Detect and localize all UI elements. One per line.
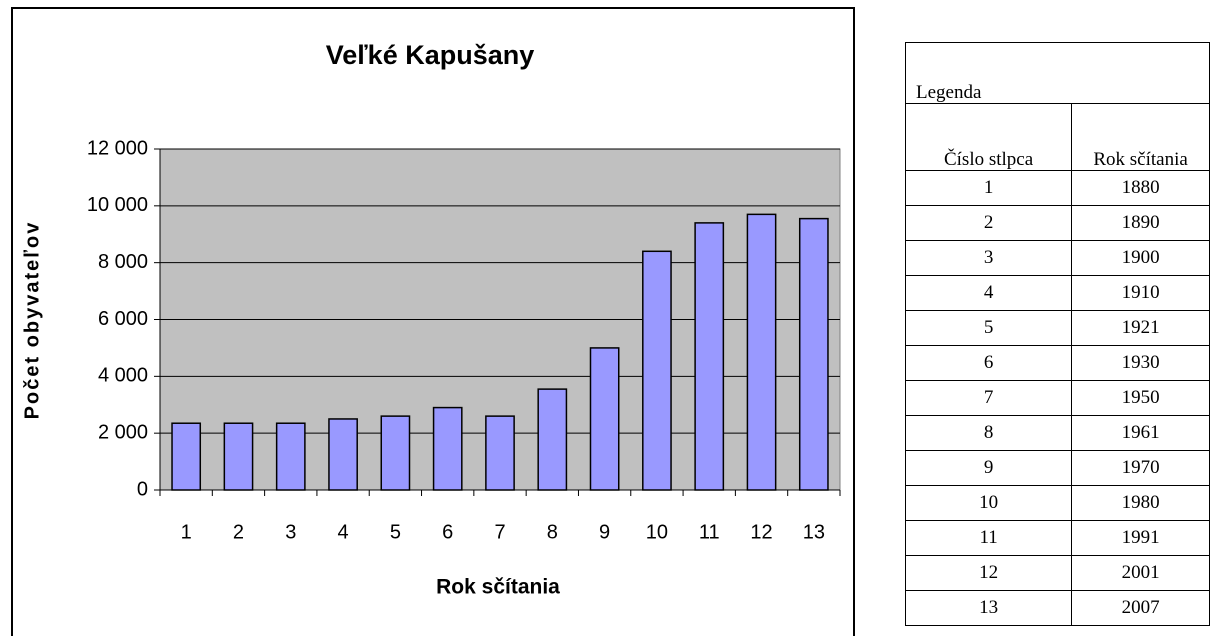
table-cell: 1991 <box>1071 520 1210 556</box>
table-cell: 7 <box>904 380 1073 416</box>
x-tick-label: 13 <box>803 521 825 543</box>
table-cell: 5 <box>904 310 1073 346</box>
bar <box>328 418 358 491</box>
table-cell: 10 <box>904 485 1073 521</box>
table-cell: 1961 <box>1071 415 1210 451</box>
table-cell: 2001 <box>1071 555 1210 591</box>
bar <box>694 222 725 491</box>
x-tick-label: 10 <box>646 521 668 543</box>
bar <box>798 217 829 491</box>
x-tick-label: 8 <box>547 521 558 543</box>
x-tick-label: 6 <box>442 521 453 543</box>
table-cell: 6 <box>904 345 1073 381</box>
table-cell: 1930 <box>1071 345 1210 381</box>
bar <box>537 388 568 491</box>
y-axis-label: Počet obyvateľov <box>21 221 43 420</box>
table-cell: 1880 <box>1071 170 1210 206</box>
bar <box>746 213 777 491</box>
x-tick-label: 11 <box>699 521 720 543</box>
table-row: 3 1900 <box>904 240 1210 276</box>
y-tick-label: 10 000 <box>87 194 148 216</box>
table-cell: Legenda <box>905 42 1210 104</box>
bar <box>642 250 672 491</box>
table-row: 7 1950 <box>904 380 1210 416</box>
table-cell: 1950 <box>1071 380 1210 416</box>
table-cell: 1921 <box>1071 310 1210 346</box>
y-tick-label: 8 000 <box>98 251 148 273</box>
table-row: 9 1970 <box>904 450 1210 486</box>
table-row: 1 1880 <box>904 170 1210 206</box>
table-cell: 2 <box>904 205 1073 241</box>
bar <box>275 422 306 491</box>
x-tick-label: 2 <box>233 521 244 543</box>
x-tick-label: 5 <box>390 521 401 543</box>
table-row: 5 1921 <box>904 310 1210 346</box>
x-tick-label: 3 <box>285 521 296 543</box>
table-cell: 4 <box>904 275 1073 311</box>
y-tick-label: 6 000 <box>98 308 148 330</box>
table-row: 8 1961 <box>904 415 1210 451</box>
table-row: Legenda <box>905 42 1210 104</box>
table-row: 6 1930 <box>904 345 1210 381</box>
y-tick-label: 12 000 <box>87 137 148 159</box>
table-cell: 11 <box>904 520 1073 556</box>
table-row: 2 1890 <box>904 205 1210 241</box>
x-axis-label: Rok sčítania <box>436 576 560 599</box>
bar <box>432 406 463 491</box>
x-tick-label: 12 <box>750 521 772 543</box>
table-cell: 9 <box>904 450 1073 486</box>
table-row: 10 1980 <box>904 485 1210 521</box>
table-row: 12 2001 <box>904 555 1210 591</box>
bar <box>485 415 515 491</box>
table-row: Číslo stlpca Rok sčítania <box>904 103 1210 171</box>
table-cell: 8 <box>904 415 1073 451</box>
x-tick-label: 1 <box>181 521 192 543</box>
y-tick-label: 4 000 <box>98 365 148 387</box>
table-cell: 1910 <box>1071 275 1210 311</box>
chart-title: Veľké Kapušany <box>326 40 535 70</box>
table-cell: 2007 <box>1071 590 1210 626</box>
chart: Veľké Kapušany Počet obyvateľov Rok sčít… <box>11 7 855 636</box>
y-tick-label: 0 <box>137 478 148 500</box>
x-tick-label: 4 <box>338 521 349 543</box>
table-cell: 1 <box>904 170 1073 206</box>
x-tick-label: 9 <box>599 521 610 543</box>
table-cell: Číslo stlpca <box>904 103 1073 171</box>
legend-table: Legenda Číslo stlpca Rok sčítania 1 1880 2 189… <box>904 42 1210 626</box>
table-cell: 1900 <box>1071 240 1210 276</box>
y-tick-label: 2 000 <box>98 421 148 443</box>
table-cell: 1980 <box>1071 485 1210 521</box>
table-cell: 13 <box>904 590 1073 626</box>
table-cell: 12 <box>904 555 1073 591</box>
bar <box>171 422 202 491</box>
x-tick-label: 7 <box>494 521 505 543</box>
bar <box>589 347 620 491</box>
table-cell: 1890 <box>1071 205 1210 241</box>
bar <box>223 422 254 491</box>
table-row: 11 1991 <box>904 520 1210 556</box>
table-cell: 1970 <box>1071 450 1210 486</box>
table-cell: 3 <box>904 240 1073 276</box>
table-row: 4 1910 <box>904 275 1210 311</box>
table-row: 13 2007 <box>904 590 1210 626</box>
legend-body: Legenda Číslo stlpca Rok sčítania 1 1880 2 189… <box>904 42 1210 626</box>
table-cell: Rok sčítania <box>1071 103 1210 171</box>
bar <box>380 415 411 491</box>
